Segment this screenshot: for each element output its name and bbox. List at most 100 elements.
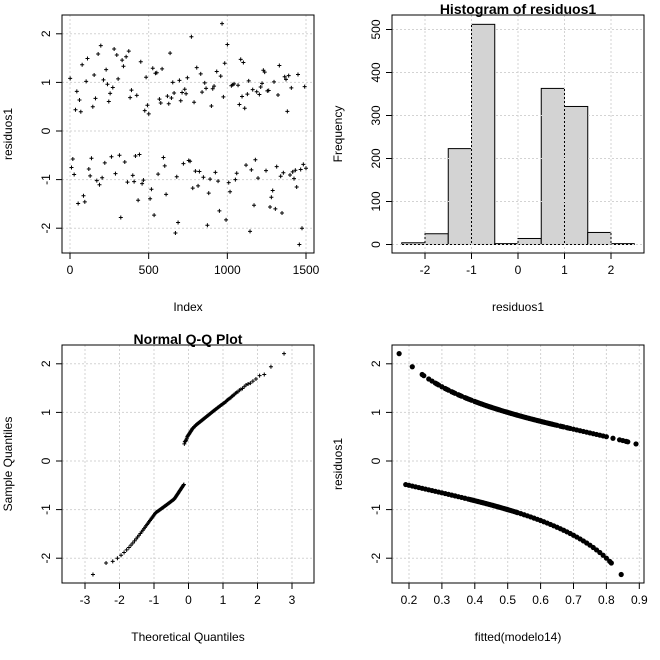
y-axis-title: residuos1 bbox=[331, 438, 345, 490]
data-point bbox=[104, 67, 109, 72]
data-point bbox=[242, 106, 247, 111]
data-point bbox=[141, 178, 146, 183]
data-point bbox=[117, 153, 122, 158]
data-point bbox=[126, 49, 131, 54]
data-point bbox=[132, 179, 137, 184]
y-tick-label: 2 bbox=[369, 360, 383, 367]
data-point bbox=[125, 180, 130, 185]
x-tick-label: 0.8 bbox=[598, 593, 615, 607]
data-point bbox=[228, 189, 233, 194]
data-point bbox=[280, 210, 285, 215]
data-point bbox=[74, 89, 79, 94]
data-point bbox=[115, 556, 120, 561]
data-point bbox=[253, 377, 258, 382]
data-point bbox=[608, 560, 614, 566]
data-point bbox=[81, 193, 86, 198]
data-point bbox=[112, 47, 117, 52]
data-point bbox=[197, 169, 202, 174]
data-point bbox=[409, 364, 415, 370]
y-tick-label: 0 bbox=[39, 127, 53, 134]
data-point bbox=[633, 441, 639, 447]
data-point bbox=[148, 196, 153, 201]
x-tick-label: -1 bbox=[466, 263, 477, 277]
data-point bbox=[190, 186, 195, 191]
data-point bbox=[200, 90, 205, 95]
data-point bbox=[240, 94, 245, 99]
data-point bbox=[118, 215, 123, 220]
data-point bbox=[100, 175, 105, 180]
histogram-bar bbox=[540, 87, 565, 245]
data-point bbox=[173, 231, 178, 236]
data-point bbox=[90, 572, 95, 577]
data-point bbox=[130, 173, 135, 178]
y-tick-label: 100 bbox=[369, 191, 383, 211]
y-tick-label: 400 bbox=[369, 62, 383, 82]
y-tick-label: 1 bbox=[369, 409, 383, 416]
y-axis-title: residuos1 bbox=[1, 108, 15, 160]
plot-frame bbox=[391, 344, 645, 584]
data-point bbox=[250, 379, 255, 384]
data-point bbox=[264, 168, 269, 173]
data-point bbox=[110, 85, 115, 90]
data-point bbox=[257, 92, 262, 97]
y-axis-title: Frequency bbox=[331, 106, 345, 163]
x-tick-label: -3 bbox=[80, 593, 91, 607]
data-point bbox=[216, 179, 221, 184]
x-tick-label: -1 bbox=[149, 593, 160, 607]
x-axis-title: fitted(modelo14) bbox=[475, 630, 562, 644]
data-point bbox=[234, 171, 239, 176]
x-axis-title: Index bbox=[173, 300, 202, 314]
data-point bbox=[284, 77, 289, 82]
data-point bbox=[226, 180, 231, 185]
data-point bbox=[129, 88, 134, 93]
data-point bbox=[254, 89, 259, 94]
y-tick-label: -1 bbox=[39, 174, 53, 185]
data-point bbox=[170, 80, 175, 85]
data-point bbox=[297, 242, 302, 247]
y-tick-label: 200 bbox=[369, 148, 383, 168]
data-point bbox=[221, 94, 226, 99]
data-point bbox=[182, 87, 187, 92]
panel-index-plot: Index residuos1 0 500 1000 1500 -2 -1 0 1 2 bbox=[1, 14, 320, 314]
data-point bbox=[152, 213, 157, 218]
data-point bbox=[301, 162, 306, 167]
data-point bbox=[185, 75, 190, 80]
data-point bbox=[94, 178, 99, 183]
data-point bbox=[257, 373, 262, 378]
data-point bbox=[298, 167, 303, 172]
y-tick-label: -2 bbox=[39, 553, 53, 564]
x-tick-label: 0.2 bbox=[401, 593, 418, 607]
y-tick-label: 0 bbox=[369, 457, 383, 464]
histogram-bar bbox=[587, 231, 612, 246]
data-point bbox=[218, 74, 223, 79]
data-point bbox=[277, 63, 282, 68]
data-point bbox=[109, 154, 114, 159]
data-point bbox=[238, 57, 243, 62]
data-point bbox=[202, 80, 207, 85]
data-point bbox=[181, 161, 186, 166]
x-tick-label: 1 bbox=[220, 593, 227, 607]
y-tick-label: 500 bbox=[369, 19, 383, 39]
y-tick-label: -1 bbox=[369, 504, 383, 515]
data-point bbox=[220, 21, 225, 26]
data-point bbox=[98, 43, 103, 48]
data-point bbox=[246, 78, 251, 83]
data-point bbox=[157, 97, 162, 102]
data-point bbox=[288, 172, 293, 177]
data-point bbox=[97, 182, 102, 187]
data-point bbox=[142, 108, 147, 113]
data-point bbox=[158, 100, 163, 105]
data-point bbox=[169, 96, 174, 101]
data-point bbox=[164, 192, 169, 197]
data-point bbox=[204, 86, 209, 91]
data-point bbox=[176, 220, 181, 225]
data-point bbox=[205, 223, 210, 228]
data-point bbox=[101, 77, 106, 82]
data-point bbox=[237, 102, 242, 107]
data-point bbox=[224, 217, 229, 222]
data-point bbox=[253, 157, 258, 162]
x-tick-label: 3 bbox=[289, 593, 296, 607]
data-point bbox=[77, 97, 82, 102]
data-point bbox=[93, 96, 98, 101]
